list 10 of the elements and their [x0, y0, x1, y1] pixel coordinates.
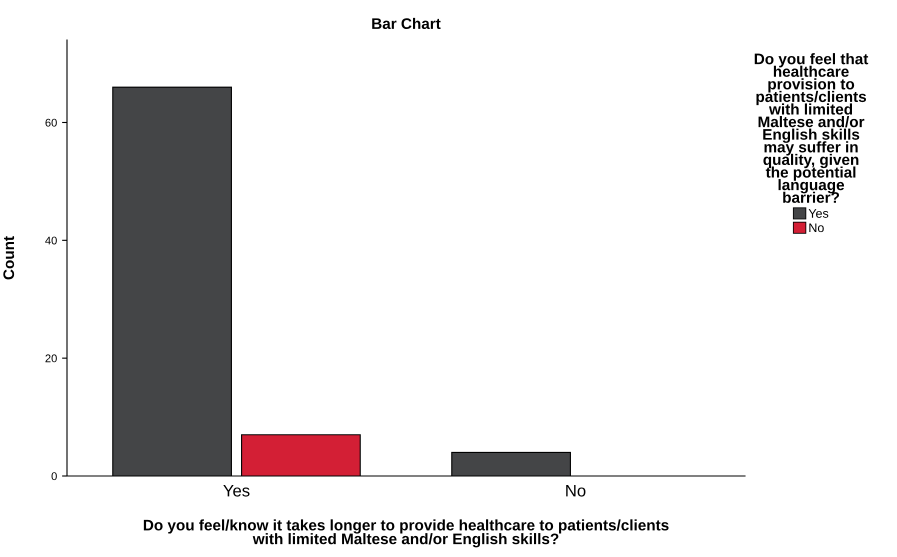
x-axis-title: Do you feel/know it takes longer to provide healthcare to patients/clients with limited Maltese and/or English skills?	[144, 519, 669, 548]
y-tick-label: 20	[45, 354, 57, 362]
y-tick-label: 60	[45, 118, 57, 127]
chart-title: Bar Chart	[372, 18, 441, 30]
y-axis-title: Count	[3, 236, 14, 280]
text: Do you feel that healthcare provision to patients/clients with limited Maltese and/or English skills may suffer in quality, given the potential language barrier?	[754, 53, 868, 203]
legend-label: Yes	[808, 209, 828, 218]
y-tick-label: 0	[52, 472, 57, 480]
y-tick-label: 40	[45, 236, 57, 244]
legend-label: No	[809, 223, 824, 232]
